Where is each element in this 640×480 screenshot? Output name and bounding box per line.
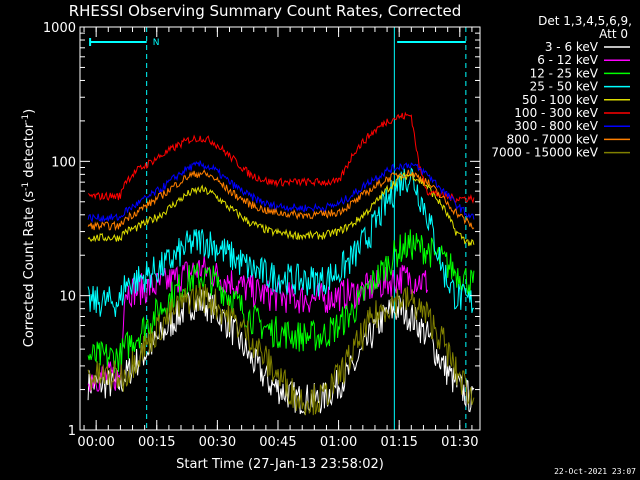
y-tick-label-1: 10 bbox=[59, 290, 76, 305]
y-axis-label-sup1: -1 bbox=[21, 182, 31, 191]
x-tick-label-4: 01:00 bbox=[320, 435, 357, 450]
y-axis-label-end: ) bbox=[22, 109, 37, 114]
x-tick-label-1: 00:15 bbox=[138, 435, 175, 450]
legend-header-2: Att 0 bbox=[599, 27, 628, 41]
series-line-2 bbox=[87, 229, 475, 373]
legend-label-7: 800 - 7000 keV bbox=[507, 132, 599, 146]
timestamp: 22-Oct-2021 23:07 bbox=[554, 467, 636, 476]
x-tick-label-3: 00:45 bbox=[259, 435, 296, 450]
y-axis-label-mid: detector bbox=[22, 122, 37, 182]
legend-label-5: 100 - 300 keV bbox=[514, 106, 598, 120]
y-tick-label-3: 1000 bbox=[43, 21, 76, 36]
legend-label-1: 6 - 12 keV bbox=[537, 53, 599, 67]
y-axis-label-sup2: -1 bbox=[21, 114, 31, 123]
legend-header-1: Det 1,3,4,5,6,9, bbox=[538, 14, 632, 28]
x-tick-label-0: 00:00 bbox=[77, 435, 114, 450]
y-tick-label-2: 100 bbox=[51, 155, 76, 170]
x-tick-label-5: 01:15 bbox=[380, 435, 417, 450]
plot-area: N 1 10 100 1000 00:00 00:15 00:30 00:45 01:00 01:1… bbox=[43, 21, 481, 450]
series-line-8 bbox=[87, 283, 475, 416]
series-line-3 bbox=[87, 167, 474, 317]
x-tick-label-6: 01:30 bbox=[441, 435, 478, 450]
y-axis-label: Corrected Count Rate (s-1 detector-1) bbox=[21, 109, 37, 347]
x-axis-label: Start Time (27-Jan-13 23:58:02) bbox=[176, 457, 384, 472]
legend-label-6: 300 - 800 keV bbox=[514, 119, 598, 133]
series-line-0 bbox=[87, 289, 475, 416]
night-flag-label: N bbox=[153, 38, 160, 48]
legend-label-8: 7000 - 15000 keV bbox=[491, 146, 598, 160]
legend-label-2: 12 - 25 keV bbox=[530, 66, 599, 80]
x-tick-label-2: 00:30 bbox=[199, 435, 236, 450]
y-axis-label-main: Corrected Count Rate (s bbox=[22, 191, 37, 348]
series-line-7 bbox=[87, 169, 475, 232]
axes-frame bbox=[79, 26, 481, 431]
legend-label-4: 50 - 100 keV bbox=[522, 93, 599, 107]
series-line-6 bbox=[87, 160, 475, 223]
chart-title: RHESSI Observing Summary Count Rates, Co… bbox=[69, 2, 462, 20]
y-tick-label-0: 1 bbox=[68, 424, 76, 439]
legend-label-3: 25 - 50 keV bbox=[530, 80, 599, 94]
legend-label-0: 3 - 6 keV bbox=[545, 40, 599, 54]
series-line-5 bbox=[87, 111, 475, 204]
